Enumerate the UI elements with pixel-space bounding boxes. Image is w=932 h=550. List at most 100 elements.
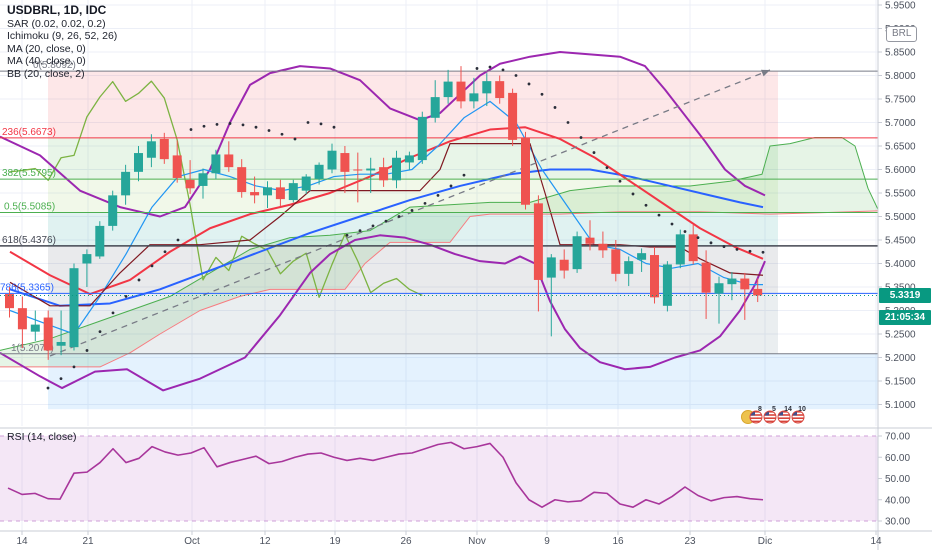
candle-body xyxy=(69,268,79,348)
price-tick-label: 5.6000 xyxy=(885,165,916,176)
candle-body xyxy=(430,97,440,118)
fib-label: 786(5.3365) xyxy=(0,282,54,293)
candle-body xyxy=(224,154,234,168)
candle-body xyxy=(392,157,401,181)
rsi-tick-label: 70.00 xyxy=(885,432,910,443)
price-tick-label: 5.2500 xyxy=(885,330,916,341)
price-tick-label: 5.8000 xyxy=(885,71,916,82)
candle-body xyxy=(250,192,260,196)
candle-body xyxy=(495,81,505,99)
candle-body xyxy=(740,278,750,290)
candle-body xyxy=(508,92,518,140)
candle-body xyxy=(637,253,647,260)
candle-body xyxy=(211,154,221,174)
candle-body xyxy=(353,169,363,171)
rsi-pane xyxy=(0,435,878,522)
price-tick-label: 5.9500 xyxy=(885,1,916,12)
candle-body xyxy=(598,243,608,251)
ichimoku-cloud xyxy=(0,137,878,367)
price-tick-label: 5.4500 xyxy=(885,236,916,247)
rsi-line xyxy=(7,441,764,508)
rsi-legend[interactable]: RSI (14, close) xyxy=(7,431,77,443)
bb-lower-line xyxy=(0,234,766,392)
candle-body xyxy=(5,294,14,309)
candle-body xyxy=(688,234,698,262)
candle-body xyxy=(288,183,298,201)
currency-badge[interactable]: BRL xyxy=(886,26,918,42)
price-tick-label: 5.5000 xyxy=(885,212,916,223)
candle-body xyxy=(17,308,27,330)
us-flag-icon[interactable] xyxy=(764,411,776,423)
candle-body xyxy=(662,264,672,306)
chikou-line xyxy=(9,80,423,298)
sar-dots xyxy=(46,65,765,390)
bb-upper-line xyxy=(0,51,766,218)
fib-label: 618(5.4376) xyxy=(2,235,56,246)
candle-body xyxy=(172,155,182,178)
time-tick-label: Nov xyxy=(468,536,486,547)
time-tick-label: 14 xyxy=(870,536,882,547)
candle-body xyxy=(572,236,582,270)
event-flags: 8 5 14 10 xyxy=(741,406,806,424)
candle-body xyxy=(650,255,659,298)
last-price-badge: 5.3319 xyxy=(879,288,931,303)
candle-body xyxy=(198,173,208,186)
candle-body xyxy=(121,171,131,196)
candle-body xyxy=(404,155,414,163)
us-flag-icon[interactable] xyxy=(750,411,762,423)
rsi-tick-label: 50.00 xyxy=(885,474,910,485)
candle-body xyxy=(275,187,285,200)
candle-body xyxy=(521,138,530,205)
candle-body xyxy=(95,225,105,257)
candle-body xyxy=(753,288,763,296)
candle-body xyxy=(546,257,556,278)
event-count: 14 xyxy=(784,406,792,413)
time-tick-label: 9 xyxy=(544,536,550,547)
fib-zone-bands xyxy=(48,71,878,410)
candle-body xyxy=(82,254,92,264)
candle-body xyxy=(263,187,272,196)
fib-label: 1(5.2079) xyxy=(11,343,54,354)
price-tick-label: 5.8500 xyxy=(885,48,916,59)
rsi-axis[interactable]: 70.00 60.00 50.00 40.00 30.00 xyxy=(878,432,910,528)
candle-body xyxy=(456,81,466,102)
price-tick-label: 5.2000 xyxy=(885,353,916,364)
candle-body xyxy=(314,164,324,179)
candle-body xyxy=(366,168,376,171)
us-flag-icon[interactable] xyxy=(778,411,790,423)
time-tick-label: Oct xyxy=(184,536,200,547)
candle-body xyxy=(159,138,169,160)
fib-label: 382(5.5795) xyxy=(2,168,56,179)
time-tick-label: 23 xyxy=(684,536,696,547)
candle-body xyxy=(714,283,724,294)
time-axis[interactable]: 14 21 Oct 12 19 26 Nov 9 16 23 Dic 14 xyxy=(16,531,882,547)
candle-body xyxy=(701,262,711,293)
time-tick-label: 16 xyxy=(612,536,624,547)
grid-lines xyxy=(0,0,878,531)
candle-body xyxy=(611,249,621,274)
candle-body xyxy=(585,237,595,244)
price-tick-label: 5.1000 xyxy=(885,400,916,411)
fib-levels: 0(5.8092) 236(5.6673) 382(5.5795) 0.5(5.508… xyxy=(0,60,878,355)
candle-body xyxy=(533,203,543,280)
candle-body xyxy=(417,116,427,161)
candle-body xyxy=(301,176,311,191)
price-tick-label: 5.1500 xyxy=(885,377,916,388)
time-tick-label: 21 xyxy=(82,536,94,547)
candle-body xyxy=(134,153,143,172)
candle-body xyxy=(469,93,479,102)
event-count: 8 xyxy=(758,406,762,413)
candle-body xyxy=(327,150,337,170)
candle-body xyxy=(237,167,247,193)
us-flag-icon[interactable] xyxy=(792,411,804,423)
candle-body xyxy=(56,341,66,346)
candle-body xyxy=(559,259,569,271)
event-count: 10 xyxy=(798,406,806,413)
rsi-tick-label: 60.00 xyxy=(885,453,910,464)
candle-body xyxy=(43,317,53,351)
kijun-line xyxy=(9,143,764,307)
price-tick-label: 5.7000 xyxy=(885,118,916,129)
